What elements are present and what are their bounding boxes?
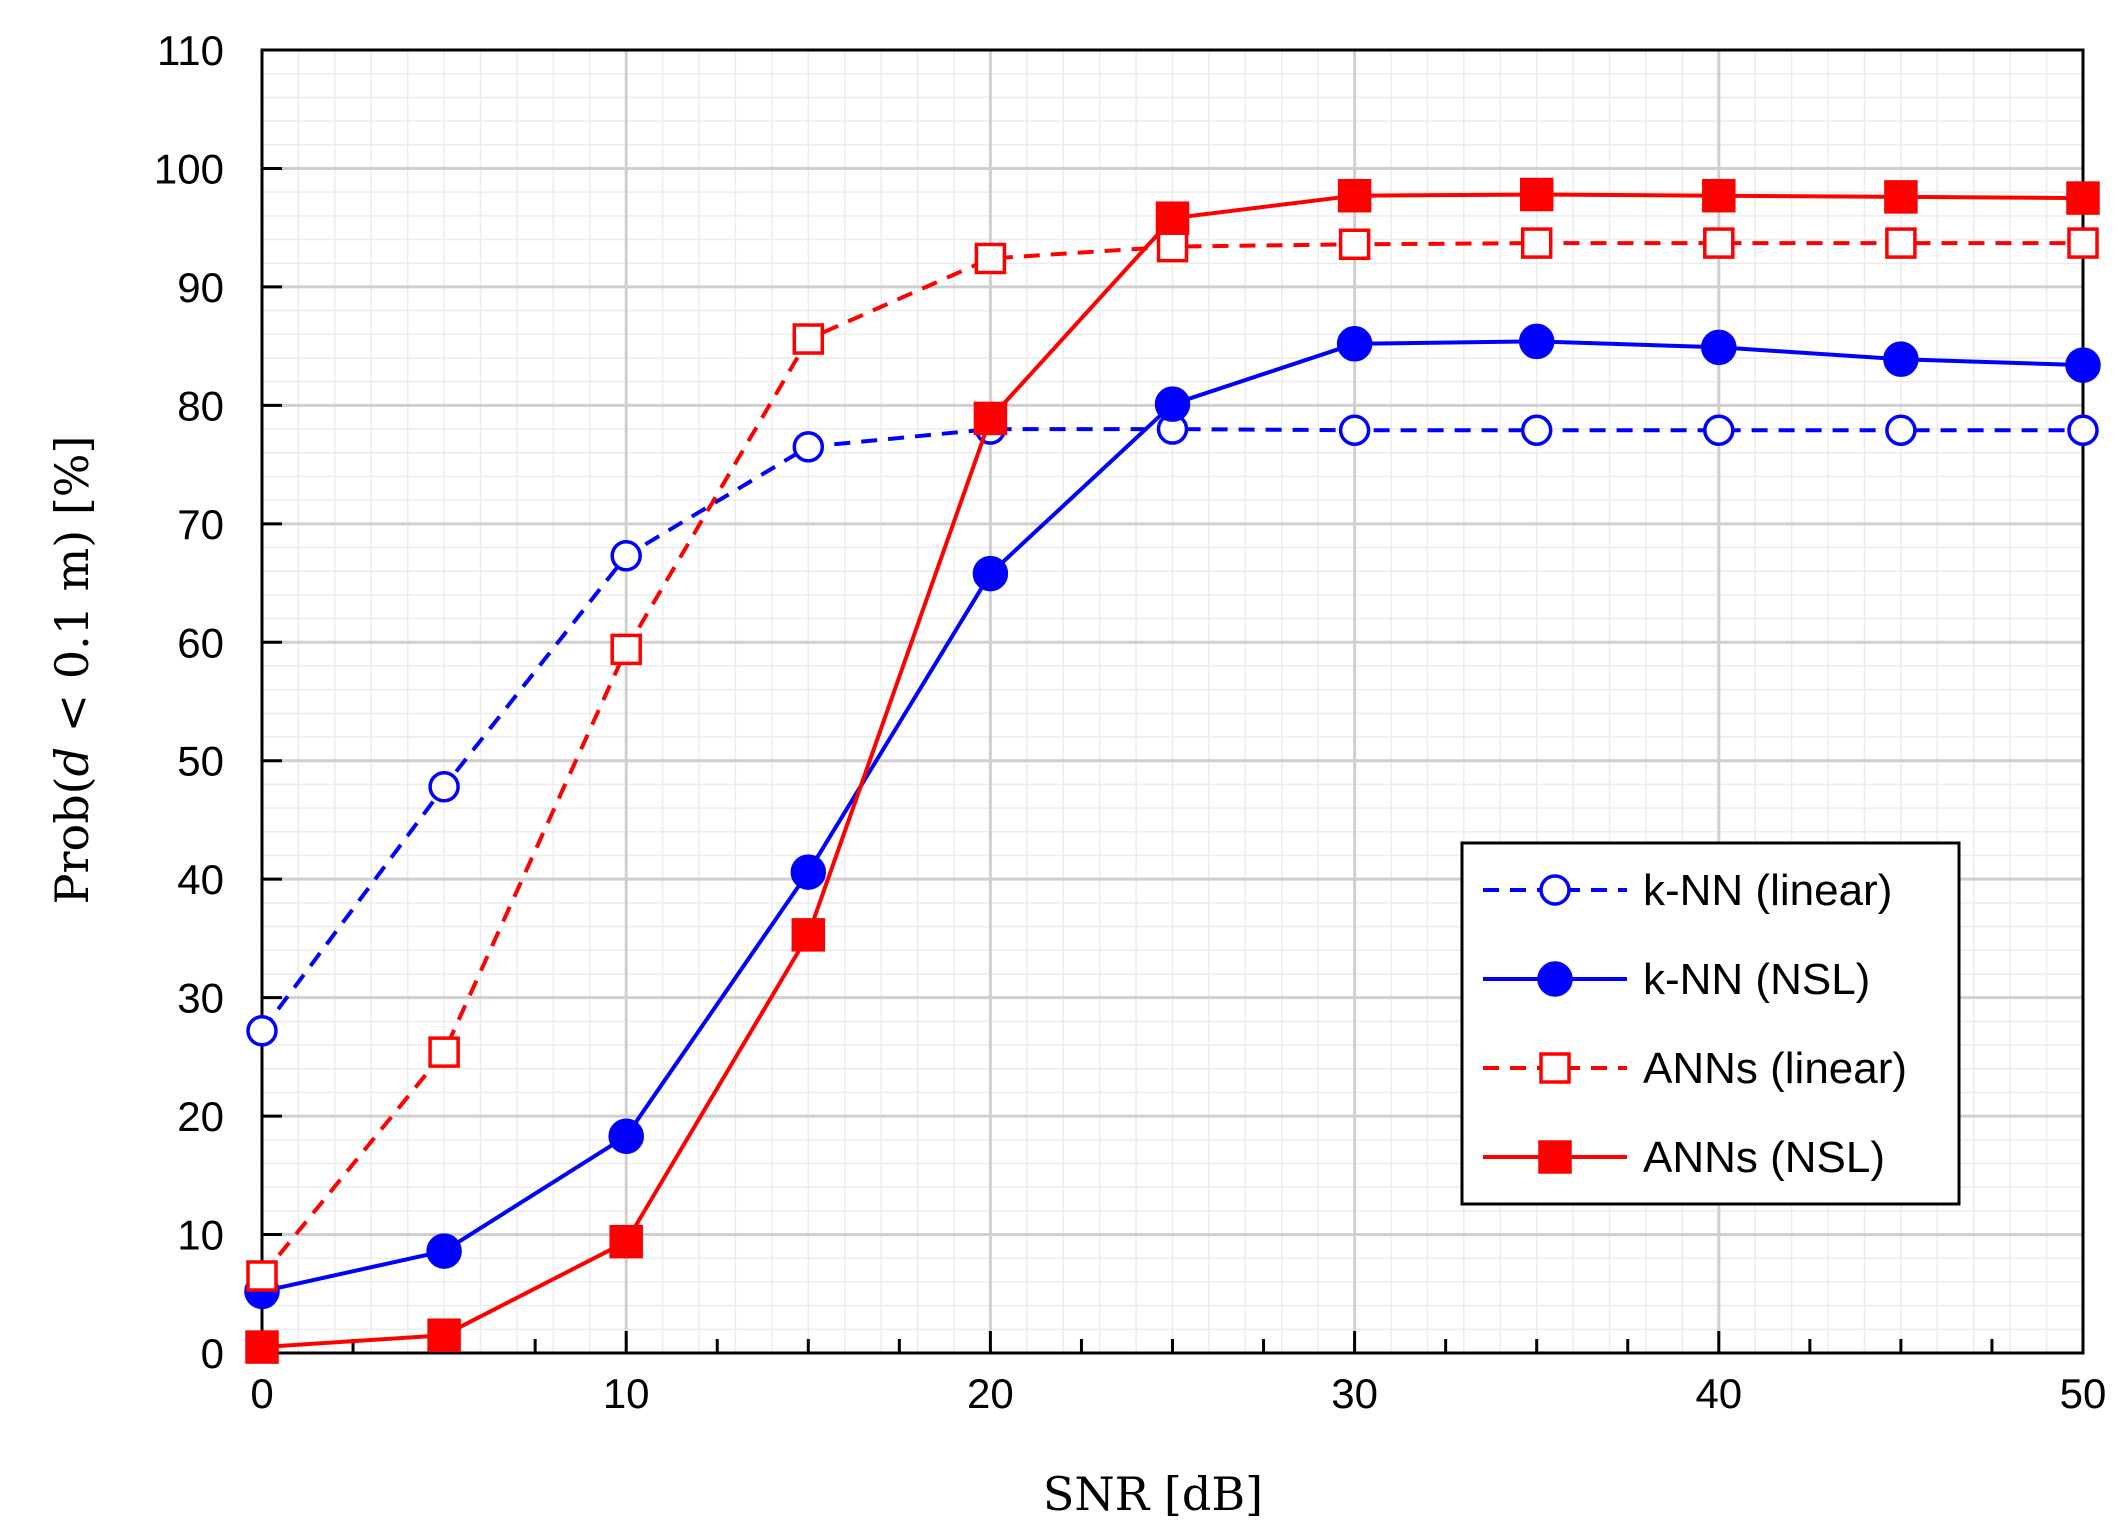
data-point-anns-nsl [245,1330,279,1364]
data-point-anns-linear [974,242,1007,275]
data-point-k-nn-linear [246,1015,278,1047]
y-tick-label: 30 [177,975,224,1022]
legend-entry-anns-nsl: ANNs (NSL) [1483,1133,1885,1182]
y-tick-label: 110 [157,27,224,74]
legend-marker-anns-nsl [1538,1140,1572,1174]
data-point-anns-nsl [1884,180,1918,214]
data-point-anns-nsl [973,401,1008,436]
y-tick-label: 100 [154,145,224,192]
series-k-nn-linear [246,413,2099,1047]
data-point-anns-linear [1338,228,1371,261]
y-tick-label: 0 [201,1330,224,1377]
data-point-anns-nsl [609,1224,643,1259]
y-tick-label: 80 [177,382,224,429]
data-point-k-nn-nsl [426,1233,462,1269]
y-axis-title-prefix: Prob( [45,776,99,904]
legend: k-NN (linear) k-NN (NSL) ANNs (linear) ANNs… [1460,841,1961,1206]
legend-label-anns-nsl: ANNs (NSL) [1643,1133,1885,1182]
data-point-k-nn-nsl [790,854,827,890]
legend-label-k-nn-nsl: k-NN (NSL) [1643,955,1870,1004]
y-tick-label: 70 [177,501,224,548]
data-point-k-nn-linear [1885,414,1917,446]
x-tick-label: 10 [603,1370,650,1417]
data-point-anns-nsl [1519,177,1554,212]
data-point-anns-linear [1520,227,1553,259]
legend-marker-k-nn-nsl [1537,961,1573,997]
legend-entry-k-nn-nsl: k-NN (NSL) [1483,955,1870,1004]
series-k-nn-nsl [244,323,2101,1310]
data-point-k-nn-linear [792,431,825,463]
data-point-k-nn-linear [1520,414,1553,446]
data-point-anns-linear [246,1260,278,1292]
data-point-k-nn-linear [2067,414,2099,446]
data-point-k-nn-nsl [1518,323,1555,360]
data-point-anns-nsl [791,918,826,952]
data-point-k-nn-linear [1703,414,1735,446]
series-anns-linear [246,227,2099,1292]
data-point-anns-nsl [427,1318,461,1352]
y-tick-label: 20 [177,1093,224,1140]
y-tick-label: 50 [177,738,224,785]
data-point-k-nn-nsl [972,555,1009,592]
data-point-anns-linear [610,633,642,666]
data-point-anns-nsl [1337,178,1372,213]
data-point-k-nn-nsl [2065,347,2101,383]
data-point-k-nn-nsl [1883,341,1919,377]
tick-labels: 0 10 20 30 40 50 0 10 20 30 40 50 60 70 80 90 100 110 [154,27,2106,1417]
data-point-anns-linear [792,323,825,355]
series-anns-nsl [245,177,2100,1364]
data-point-k-nn-linear [1338,414,1371,446]
data-point-anns-linear [1156,230,1189,263]
data-point-anns-linear [428,1036,460,1068]
data-point-k-nn-linear [610,540,642,572]
data-point-anns-linear [1703,227,1735,259]
data-point-anns-nsl [2066,181,2100,215]
data-point-k-nn-linear [428,771,460,803]
data-point-anns-nsl [1155,201,1190,235]
legend-label-anns-linear: ANNs (linear) [1643,1044,1907,1093]
data-point-anns-linear [2067,227,2099,259]
data-point-anns-nsl [1702,178,1736,213]
data-point-k-nn-nsl [1701,329,1737,366]
y-axis-title: Prob(d < 0.1 m) [%] [45,436,99,905]
x-tick-label: 40 [1695,1370,1742,1417]
y-tick-label: 90 [177,264,224,311]
legend-entry-anns-linear: ANNs (linear) [1483,1044,1907,1093]
y-tick-label: 60 [177,619,224,666]
y-tick-label: 10 [177,1212,224,1259]
data-point-k-nn-nsl [608,1118,644,1154]
legend-marker-anns-linear [1539,1052,1571,1084]
data-point-k-nn-nsl [1154,386,1191,422]
legend-label-k-nn-linear: k-NN (linear) [1643,866,1892,915]
series [244,177,2101,1364]
x-tick-label: 30 [1331,1370,1378,1417]
x-tick-label: 20 [967,1370,1014,1417]
y-axis-title-suffix: < 0.1 m) [%] [45,436,99,747]
x-tick-label: 0 [250,1370,273,1417]
data-point-anns-linear [1885,227,1917,259]
y-tick-label: 40 [177,856,224,903]
legend-marker-k-nn-linear [1539,874,1571,906]
x-tick-label: 50 [2060,1370,2107,1417]
legend-entry-k-nn-linear: k-NN (linear) [1483,866,1892,915]
x-axis-title: SNR [dB] [1043,1467,1263,1521]
data-point-k-nn-nsl [1336,326,1373,362]
y-axis-title-variable: d [45,747,99,776]
axes [260,48,2085,1355]
